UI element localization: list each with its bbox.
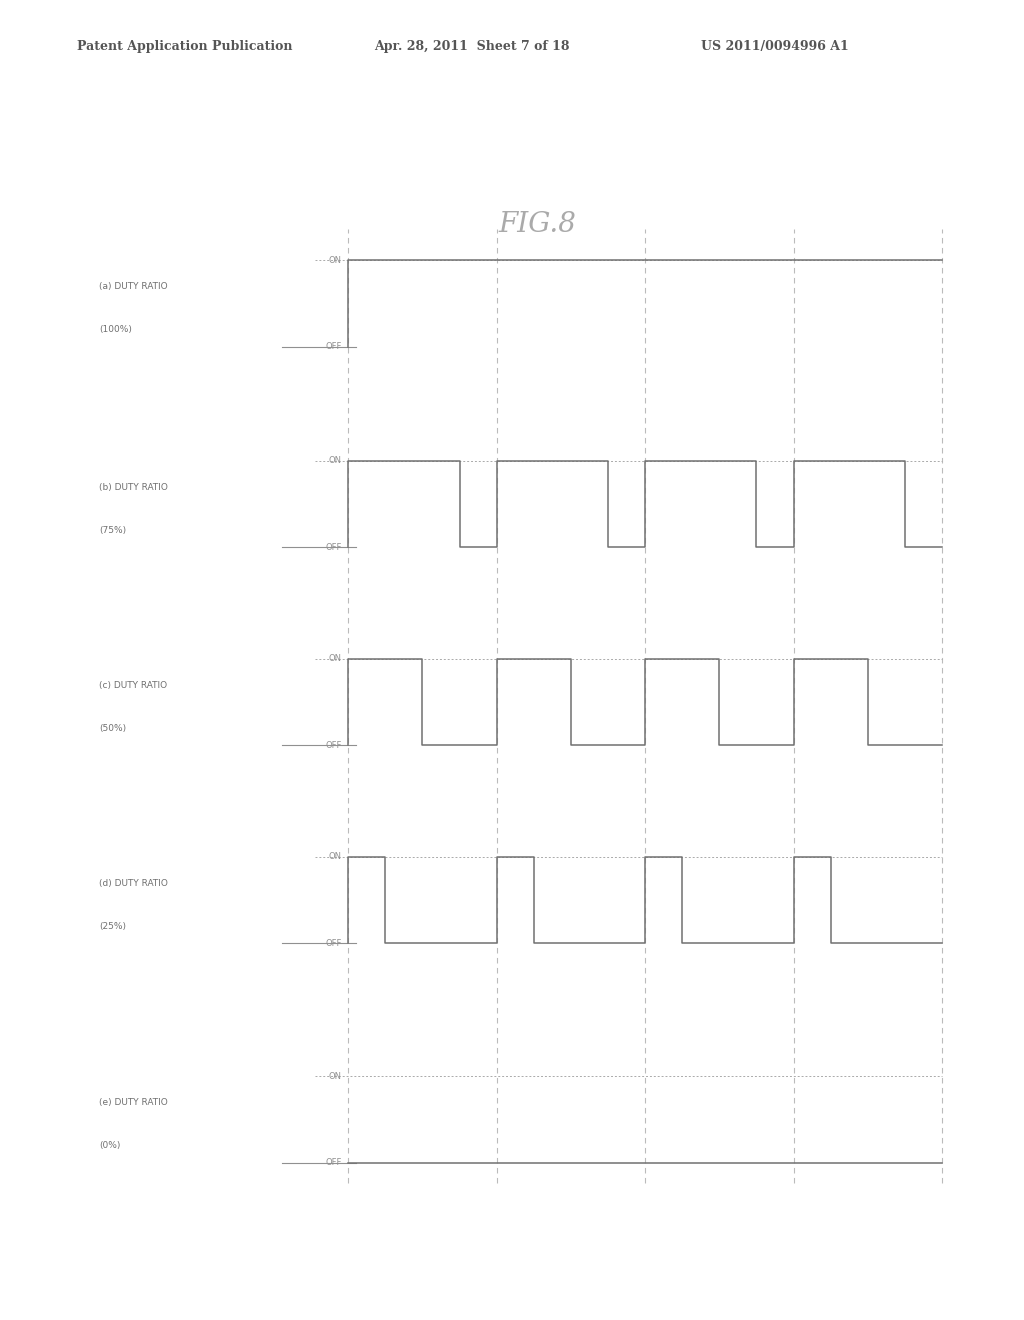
Text: (0%): (0%): [99, 1142, 121, 1150]
Text: OFF: OFF: [326, 741, 342, 750]
Text: ON: ON: [329, 853, 342, 862]
Text: OFF: OFF: [326, 342, 342, 351]
Text: OFF: OFF: [326, 1158, 342, 1167]
Text: Apr. 28, 2011  Sheet 7 of 18: Apr. 28, 2011 Sheet 7 of 18: [374, 40, 569, 53]
Text: (e) DUTY RATIO: (e) DUTY RATIO: [99, 1098, 168, 1107]
Text: (25%): (25%): [99, 923, 126, 931]
Text: OFF: OFF: [326, 939, 342, 948]
Text: ON: ON: [329, 457, 342, 466]
Text: (100%): (100%): [99, 326, 132, 334]
Text: (50%): (50%): [99, 725, 126, 733]
Text: (a) DUTY RATIO: (a) DUTY RATIO: [99, 282, 168, 292]
Text: US 2011/0094996 A1: US 2011/0094996 A1: [701, 40, 849, 53]
Text: (c) DUTY RATIO: (c) DUTY RATIO: [99, 681, 168, 690]
Text: ON: ON: [329, 1072, 342, 1081]
Text: ON: ON: [329, 655, 342, 664]
Text: (75%): (75%): [99, 527, 126, 535]
Text: ON: ON: [329, 256, 342, 265]
Text: OFF: OFF: [326, 543, 342, 552]
Text: (d) DUTY RATIO: (d) DUTY RATIO: [99, 879, 168, 888]
Text: FIG.8: FIG.8: [499, 211, 577, 238]
Text: Patent Application Publication: Patent Application Publication: [77, 40, 292, 53]
Text: (b) DUTY RATIO: (b) DUTY RATIO: [99, 483, 168, 492]
